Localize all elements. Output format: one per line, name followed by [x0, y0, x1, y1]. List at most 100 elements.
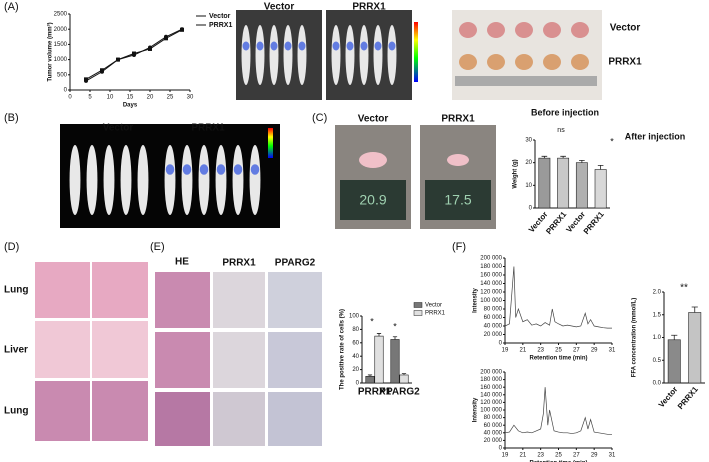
marker	[100, 68, 104, 73]
annotation: *	[393, 321, 397, 331]
x-tick-label: 20	[147, 95, 154, 101]
legend-label: Vector	[425, 303, 442, 309]
mouse	[241, 25, 251, 85]
signal	[242, 41, 250, 51]
y-axis-label: Weight (g)	[513, 159, 519, 188]
error-bar	[597, 164, 604, 170]
y-tick-label: 0	[499, 341, 503, 347]
photo-label: Vector	[610, 23, 641, 34]
photos	[35, 10, 602, 446]
mouse	[232, 145, 244, 215]
signal	[256, 41, 264, 51]
photo-label: Vector	[358, 114, 389, 125]
tumor	[515, 22, 533, 38]
x-tick-label: 31	[609, 348, 616, 354]
tissue	[268, 392, 322, 446]
mouse	[198, 145, 210, 215]
bar	[374, 335, 384, 384]
x-tick-label: 27	[573, 348, 580, 354]
y-tick-label: 500	[57, 72, 68, 78]
line	[504, 387, 612, 435]
photo-label: Vector	[264, 2, 295, 13]
row-label: Liver	[4, 345, 28, 356]
tissue	[268, 272, 322, 328]
scale-display	[425, 180, 491, 220]
y-tick-label: 1.0	[653, 335, 662, 341]
y-axis-label: FFA concentration (mmol/L)	[632, 298, 638, 377]
bar	[575, 162, 588, 209]
error-bar	[392, 336, 398, 340]
mouse	[103, 145, 115, 215]
signal	[388, 41, 396, 51]
bar	[667, 339, 681, 384]
error-bar	[367, 374, 373, 377]
tumor	[487, 54, 505, 70]
bar	[399, 374, 409, 384]
bar	[688, 312, 702, 384]
x-tick-label: PRRX1	[544, 209, 568, 236]
x-axis-label: Retention time (min)	[530, 356, 588, 362]
tumor	[571, 54, 589, 70]
bar	[390, 339, 400, 384]
histology	[35, 262, 322, 446]
x-tick-label: 29	[591, 348, 598, 354]
x-tick-label: 19	[502, 453, 509, 459]
column-label: PRRX1	[222, 258, 256, 269]
error-bar	[376, 333, 382, 337]
bar	[557, 157, 570, 209]
marker	[164, 36, 168, 41]
line	[504, 266, 612, 329]
y-tick-label: 180 000	[480, 377, 502, 383]
y-tick-label: 140 000	[480, 281, 502, 287]
annotation: After injection	[625, 131, 686, 141]
tissue	[92, 262, 148, 318]
marker	[180, 27, 184, 32]
error-bar	[541, 155, 548, 159]
error-bar	[691, 306, 698, 313]
mouse	[359, 152, 387, 168]
mouse	[359, 25, 369, 85]
y-tick-label: 60	[352, 340, 359, 346]
tumor	[487, 22, 505, 38]
mouse	[447, 154, 469, 166]
annotation: Before injection	[531, 107, 599, 117]
signal	[182, 164, 192, 175]
mouse	[255, 25, 265, 85]
x-tick-label: 25	[167, 95, 174, 101]
annotation: **	[680, 283, 688, 294]
mouse	[69, 145, 81, 215]
tumor	[515, 54, 533, 70]
tumor	[571, 22, 589, 38]
mouse	[373, 25, 383, 85]
signal	[165, 164, 175, 175]
bar	[365, 375, 375, 384]
x-tick-label: 29	[591, 453, 598, 459]
signal	[233, 164, 243, 175]
y-tick-label: 200 000	[480, 256, 502, 262]
y-tick-label: 0	[64, 88, 68, 94]
row-label: Lung	[4, 285, 28, 296]
mouse	[249, 145, 261, 215]
mouse	[215, 145, 227, 215]
x-tick-label: 30	[187, 95, 194, 101]
x-axis-label: Days	[123, 103, 138, 109]
legend-swatch	[413, 310, 423, 316]
scale-display	[340, 180, 406, 220]
y-tick-label: 80 000	[484, 415, 503, 421]
y-tick-label: 30	[525, 138, 532, 144]
error-bar	[560, 155, 566, 159]
y-tick-label: 2500	[54, 12, 68, 18]
y-tick-label: 20	[352, 367, 359, 373]
y-tick-label: 20 000	[484, 332, 503, 338]
error-bar	[401, 373, 407, 375]
y-tick-label: 80	[352, 327, 359, 333]
panel-label: (C)	[312, 112, 327, 124]
x-tick-label: 27	[573, 453, 580, 459]
legend-swatch	[413, 302, 423, 308]
y-tick-label: 0.0	[653, 381, 662, 387]
panel-label: (F)	[452, 241, 466, 253]
photo-label: PRRX1	[441, 114, 475, 125]
x-tick-label: PRRX1	[582, 209, 606, 236]
mouse	[164, 145, 176, 215]
